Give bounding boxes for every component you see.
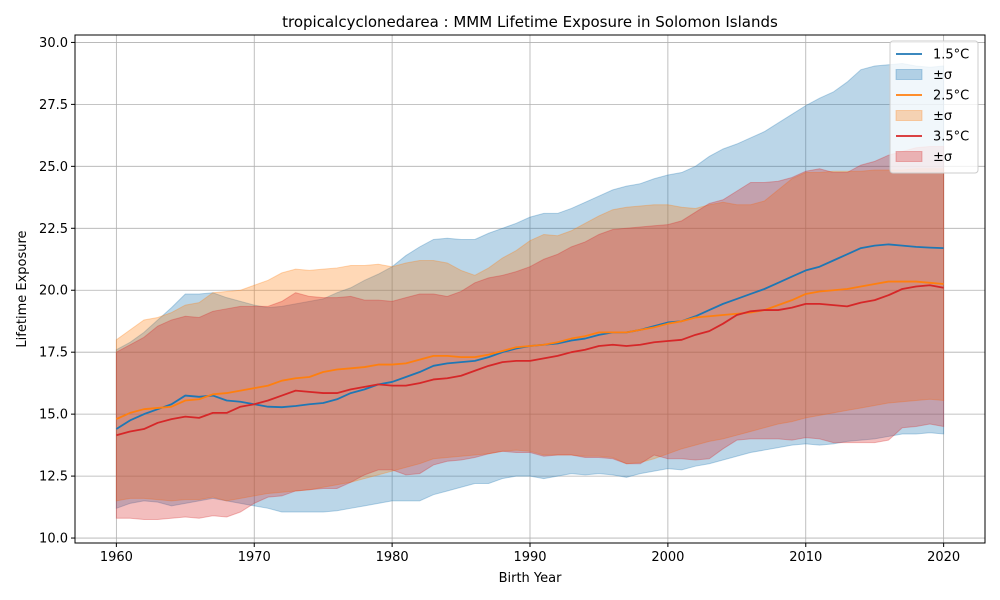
y-axis-title: Lifetime Exposure (15, 230, 30, 347)
y-tick-label: 22.5 (39, 222, 68, 237)
legend-band-swatch (895, 151, 923, 162)
y-tick-label: 15.0 (39, 408, 68, 423)
band-series-2 (115, 146, 945, 520)
axes-layer: 1960 1970 1980 1990 2000 2010 2020 10.0 12.5 15.0… (39, 34, 986, 565)
grid-layer (75, 35, 985, 543)
legend-label: ±σ (933, 150, 952, 165)
x-tick-label: 2020 (927, 550, 960, 565)
band-series-0 (115, 62, 945, 513)
legend-label: ±σ (933, 109, 952, 124)
legend-label: 3.5°C (933, 130, 969, 145)
y-tick-label: 12.5 (39, 470, 68, 485)
x-axis-title: Birth Year (499, 571, 563, 586)
chart-title: tropicalcyclonedarea : MMM Lifetime Expo… (282, 13, 778, 31)
line-layer (115, 243, 944, 437)
y-tick-label: 20.0 (39, 284, 68, 299)
line-series-2 (116, 284, 944, 437)
legend-label: 2.5°C (933, 89, 969, 104)
line-series-1 (115, 280, 944, 420)
y-tick-label: 25.0 (39, 160, 68, 175)
band-series-1 (115, 168, 945, 502)
legend-band-swatch (895, 110, 923, 121)
x-tick-label: 1980 (376, 550, 409, 565)
y-tick-label: 30.0 (39, 36, 68, 51)
legend-label: ±σ (933, 68, 952, 83)
legend: 1.5°C ±σ 2.5°C ±σ 3.5°C ±σ (889, 40, 979, 174)
x-tick-label: 2010 (789, 550, 822, 565)
legend-label: 1.5°C (933, 48, 969, 63)
y-tick-label: 27.5 (39, 98, 68, 113)
legend-band-swatch (895, 69, 923, 80)
y-tick-label: 10.0 (39, 532, 68, 547)
y-tick-label: 17.5 (39, 346, 68, 361)
x-tick-label: 1990 (513, 550, 546, 565)
x-tick-label: 2000 (651, 550, 684, 565)
legend-box (889, 40, 979, 174)
x-tick-label: 1960 (100, 550, 133, 565)
band-layer (115, 62, 945, 520)
x-tick-label: 1970 (238, 550, 271, 565)
